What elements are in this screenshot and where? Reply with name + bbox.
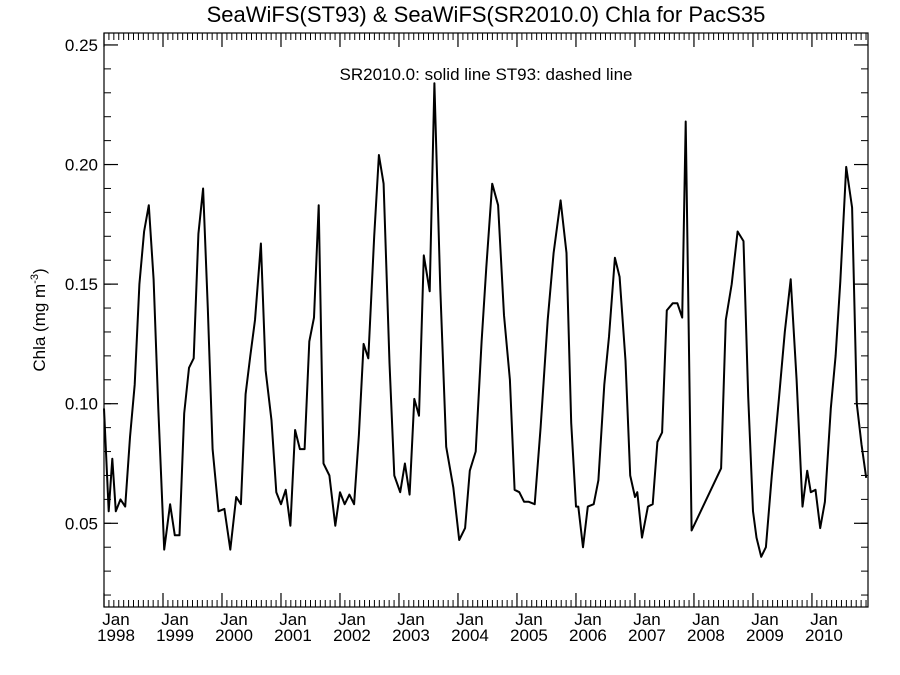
chart-annotation: SR2010.0: solid line ST93: dashed line bbox=[340, 65, 633, 84]
x-tick-month: Jan bbox=[161, 610, 188, 629]
x-tick-year: 2009 bbox=[746, 626, 784, 645]
x-tick-month: Jan bbox=[279, 610, 306, 629]
x-tick-month: Jan bbox=[220, 610, 247, 629]
x-tick-year: 2010 bbox=[805, 626, 843, 645]
x-tick-year: 2007 bbox=[628, 626, 666, 645]
x-tick-month: Jan bbox=[338, 610, 365, 629]
plot-frame bbox=[103, 32, 869, 608]
series-group bbox=[103, 82, 868, 558]
series-line-solid bbox=[103, 82, 868, 558]
x-tick-year: 2001 bbox=[274, 626, 312, 645]
y-tick-label: 0.15 bbox=[65, 275, 98, 294]
x-tick-month: Jan bbox=[397, 610, 424, 629]
y-tick-label: 0.05 bbox=[65, 514, 98, 533]
x-tick-year: 1999 bbox=[156, 626, 194, 645]
x-tick-month: Jan bbox=[515, 610, 542, 629]
y-tick-label: 0.10 bbox=[65, 395, 98, 414]
x-tick-month: Jan bbox=[633, 610, 660, 629]
x-tick-year: 2000 bbox=[215, 626, 253, 645]
x-tick-year: 2006 bbox=[569, 626, 607, 645]
y-axis-title-suffix: ) bbox=[30, 268, 49, 274]
y-axis-title: Chla (mg m-3) bbox=[29, 268, 49, 371]
x-tick-year: 2004 bbox=[451, 626, 489, 645]
x-tick-month: Jan bbox=[574, 610, 601, 629]
chart-title: SeaWiFS(ST93) & SeaWiFS(SR2010.0) Chla f… bbox=[207, 2, 766, 27]
y-axis-title-sup: -3 bbox=[29, 274, 41, 284]
x-tick-year: 2008 bbox=[687, 626, 725, 645]
x-tick-year: 2005 bbox=[510, 626, 548, 645]
y-axis-title-main: Chla (mg m bbox=[30, 284, 49, 372]
x-tick-month: Jan bbox=[102, 610, 129, 629]
x-axis: Jan1998Jan1999Jan2000Jan2001Jan2002Jan20… bbox=[97, 33, 867, 645]
x-tick-month: Jan bbox=[456, 610, 483, 629]
x-tick-year: 2003 bbox=[392, 626, 430, 645]
x-tick-year: 2002 bbox=[333, 626, 371, 645]
x-tick-month: Jan bbox=[751, 610, 778, 629]
y-tick-label: 0.20 bbox=[65, 156, 98, 175]
y-axis: 0.05 0.10 0.15 0.20 0.25 bbox=[65, 36, 868, 596]
y-tick-label: 0.25 bbox=[65, 36, 98, 55]
x-tick-year: 1998 bbox=[97, 626, 135, 645]
x-tick-month: Jan bbox=[692, 610, 719, 629]
x-tick-month: Jan bbox=[810, 610, 837, 629]
